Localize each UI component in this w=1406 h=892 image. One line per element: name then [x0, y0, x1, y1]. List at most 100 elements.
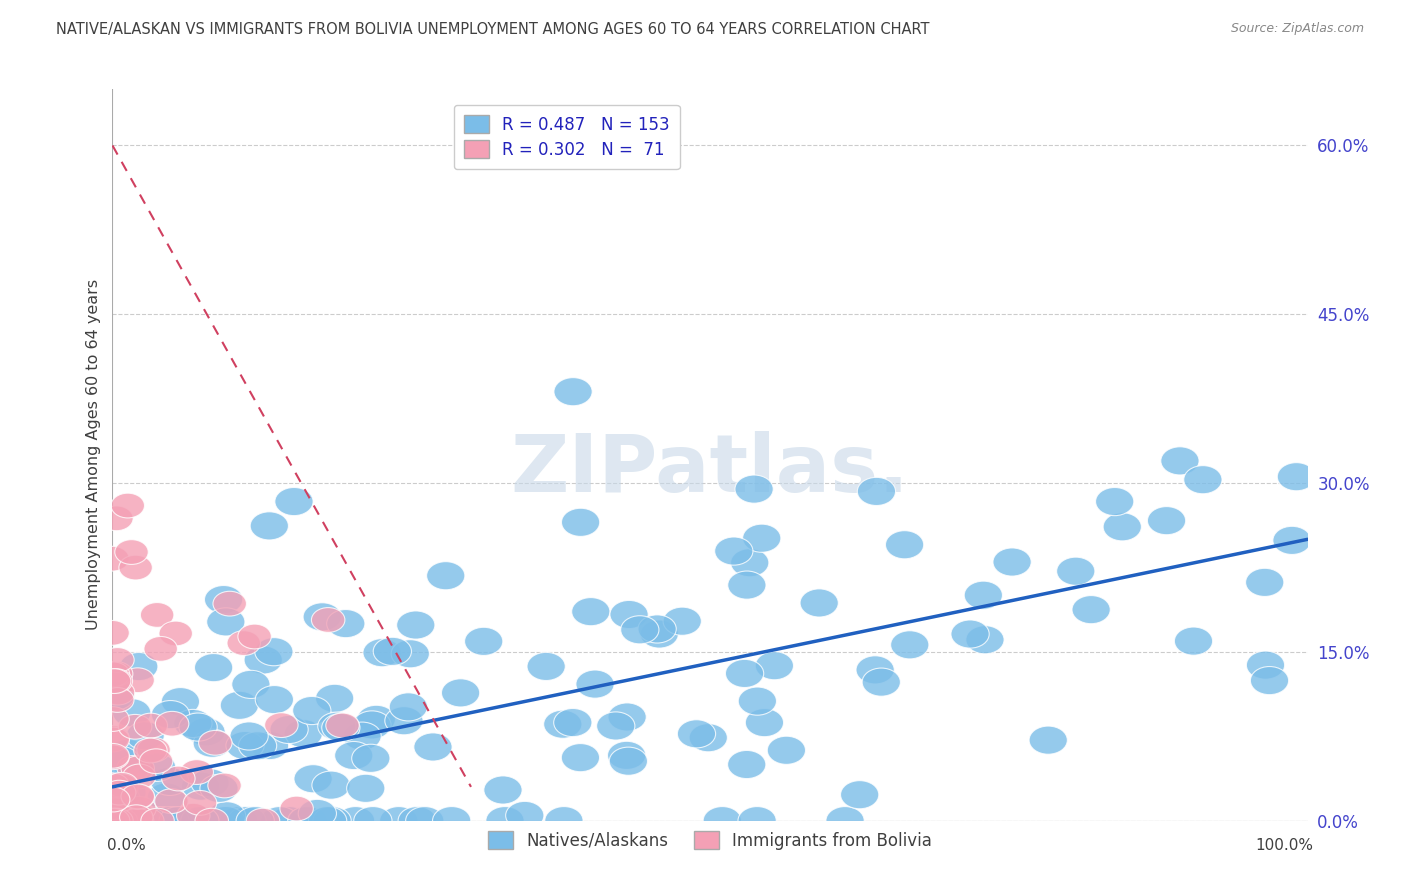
Ellipse shape: [742, 524, 780, 552]
Ellipse shape: [97, 669, 131, 693]
Ellipse shape: [1095, 488, 1133, 516]
Ellipse shape: [236, 806, 274, 835]
Ellipse shape: [288, 806, 326, 835]
Ellipse shape: [193, 729, 232, 757]
Ellipse shape: [1246, 568, 1284, 597]
Ellipse shape: [343, 723, 381, 750]
Ellipse shape: [703, 806, 741, 835]
Ellipse shape: [94, 806, 132, 835]
Ellipse shape: [1272, 526, 1312, 555]
Ellipse shape: [254, 638, 292, 665]
Ellipse shape: [596, 712, 636, 740]
Ellipse shape: [270, 715, 308, 744]
Ellipse shape: [270, 806, 308, 835]
Ellipse shape: [121, 785, 155, 809]
Ellipse shape: [993, 548, 1031, 576]
Ellipse shape: [607, 741, 645, 770]
Ellipse shape: [96, 745, 129, 770]
Ellipse shape: [264, 713, 298, 738]
Ellipse shape: [554, 708, 592, 737]
Ellipse shape: [484, 776, 522, 804]
Ellipse shape: [714, 537, 754, 566]
Ellipse shape: [134, 738, 167, 763]
Ellipse shape: [98, 799, 132, 824]
Ellipse shape: [96, 682, 134, 710]
Ellipse shape: [104, 773, 138, 798]
Ellipse shape: [768, 736, 806, 764]
Ellipse shape: [441, 679, 479, 707]
Ellipse shape: [735, 475, 773, 503]
Ellipse shape: [204, 585, 243, 614]
Ellipse shape: [1184, 466, 1222, 494]
Text: 0.0%: 0.0%: [107, 838, 145, 853]
Ellipse shape: [97, 808, 129, 833]
Ellipse shape: [120, 806, 157, 835]
Ellipse shape: [97, 795, 129, 820]
Ellipse shape: [101, 681, 135, 705]
Ellipse shape: [544, 710, 582, 739]
Ellipse shape: [162, 766, 195, 791]
Ellipse shape: [554, 377, 592, 406]
Ellipse shape: [256, 686, 294, 714]
Ellipse shape: [183, 790, 217, 815]
Ellipse shape: [312, 607, 344, 632]
Ellipse shape: [112, 808, 146, 833]
Ellipse shape: [97, 797, 136, 825]
Legend: Natives/Alaskans, Immigrants from Bolivia: Natives/Alaskans, Immigrants from Bolivi…: [482, 824, 938, 856]
Ellipse shape: [138, 754, 176, 781]
Ellipse shape: [312, 771, 350, 799]
Ellipse shape: [100, 662, 132, 686]
Ellipse shape: [886, 531, 924, 558]
Ellipse shape: [208, 802, 246, 830]
Ellipse shape: [155, 789, 188, 814]
Ellipse shape: [731, 549, 769, 577]
Ellipse shape: [950, 620, 990, 648]
Ellipse shape: [294, 764, 332, 793]
Ellipse shape: [127, 722, 165, 750]
Ellipse shape: [862, 668, 900, 696]
Ellipse shape: [231, 722, 269, 750]
Ellipse shape: [347, 774, 385, 803]
Ellipse shape: [858, 477, 896, 506]
Ellipse shape: [318, 712, 356, 740]
Ellipse shape: [97, 787, 129, 812]
Ellipse shape: [191, 769, 229, 797]
Ellipse shape: [120, 805, 153, 830]
Ellipse shape: [142, 806, 180, 835]
Ellipse shape: [159, 806, 197, 835]
Ellipse shape: [180, 760, 214, 784]
Ellipse shape: [284, 720, 322, 747]
Ellipse shape: [391, 640, 429, 668]
Ellipse shape: [825, 806, 865, 835]
Ellipse shape: [150, 767, 188, 796]
Ellipse shape: [292, 697, 330, 724]
Ellipse shape: [315, 684, 354, 713]
Ellipse shape: [112, 698, 150, 727]
Ellipse shape: [212, 591, 246, 616]
Ellipse shape: [101, 808, 135, 833]
Text: NATIVE/ALASKAN VS IMMIGRANTS FROM BOLIVIA UNEMPLOYMENT AMONG AGES 60 TO 64 YEARS: NATIVE/ALASKAN VS IMMIGRANTS FROM BOLIVI…: [56, 22, 929, 37]
Ellipse shape: [96, 773, 129, 797]
Ellipse shape: [98, 808, 131, 833]
Ellipse shape: [105, 772, 138, 797]
Ellipse shape: [143, 637, 177, 661]
Ellipse shape: [121, 756, 155, 780]
Ellipse shape: [100, 808, 134, 833]
Ellipse shape: [177, 804, 209, 828]
Ellipse shape: [1057, 558, 1095, 585]
Ellipse shape: [120, 555, 152, 580]
Ellipse shape: [1147, 507, 1185, 534]
Ellipse shape: [98, 806, 136, 835]
Ellipse shape: [139, 748, 173, 773]
Ellipse shape: [150, 806, 188, 835]
Ellipse shape: [1071, 596, 1111, 624]
Ellipse shape: [728, 750, 766, 779]
Ellipse shape: [620, 615, 659, 644]
Ellipse shape: [486, 806, 524, 835]
Ellipse shape: [1104, 513, 1142, 541]
Ellipse shape: [148, 783, 186, 811]
Ellipse shape: [308, 806, 347, 835]
Ellipse shape: [239, 731, 277, 760]
Ellipse shape: [232, 670, 270, 698]
Ellipse shape: [98, 669, 132, 693]
